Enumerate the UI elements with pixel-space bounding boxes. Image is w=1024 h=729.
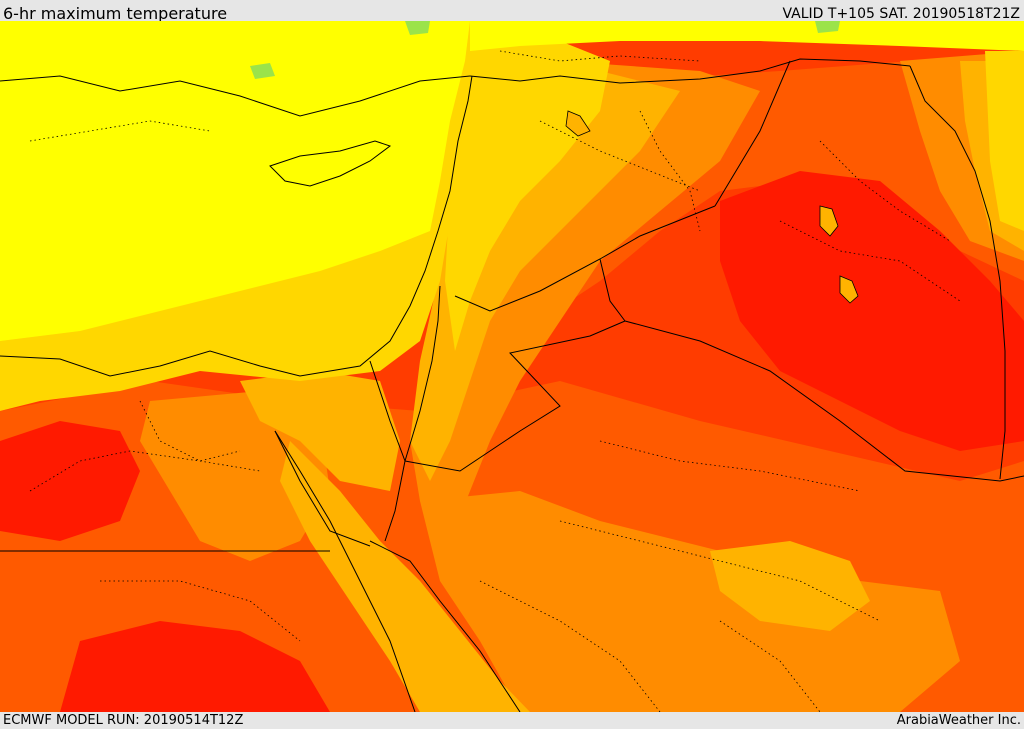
coastline-redsea-west bbox=[274, 430, 416, 712]
field-green-patch-1 bbox=[405, 21, 430, 35]
field-amber-arabia-patch bbox=[710, 541, 870, 631]
coastline-redsea-east bbox=[369, 540, 521, 712]
field-green-patch-2 bbox=[250, 63, 275, 79]
model-run-label: ECMWF MODEL RUN: 20190514T12Z bbox=[3, 713, 244, 728]
coastline-mediterranean bbox=[0, 75, 473, 377]
border-jordan-saudi bbox=[404, 258, 626, 472]
field-orange-arabia bbox=[420, 491, 960, 712]
coastline-cyprus bbox=[269, 140, 392, 187]
footer-bar: ECMWF MODEL RUN: 20190514T12Z ArabiaWeat… bbox=[0, 712, 1024, 729]
map-title: 6-hr maximum temperature bbox=[3, 4, 228, 21]
border-turkey-syria bbox=[469, 58, 911, 84]
field-gold-northeast bbox=[985, 51, 1024, 231]
border-egypt-israel bbox=[369, 360, 406, 462]
field-green-patch-3 bbox=[815, 21, 840, 33]
border-jordan-river bbox=[404, 285, 441, 462]
field-red-mesopotamia bbox=[720, 171, 1024, 451]
coastline-turkey bbox=[0, 75, 471, 117]
field-amber-sinai bbox=[240, 371, 400, 491]
field-amber-redsea bbox=[280, 441, 530, 712]
inland-water bbox=[565, 110, 859, 304]
temperature-map[interactable] bbox=[0, 21, 1024, 712]
field-yellow-north-strip bbox=[470, 21, 1024, 51]
map-boundaries bbox=[0, 58, 1024, 712]
field-red-sudan bbox=[60, 621, 330, 712]
admin-boundaries bbox=[29, 50, 961, 712]
border-iraq-iran bbox=[909, 65, 1006, 480]
border-syria-iraq bbox=[714, 60, 791, 207]
credit-label: ArabiaWeather Inc. bbox=[896, 713, 1021, 728]
field-orange-nile bbox=[140, 391, 330, 561]
field-yellow-sea bbox=[0, 21, 470, 341]
field-red-egypt bbox=[0, 421, 140, 541]
valid-time-label: VALID T+105 SAT. 20190518T21Z bbox=[782, 6, 1020, 21]
map-canvas bbox=[0, 21, 1024, 712]
header-bar: 6-hr maximum temperature VALID T+105 SAT… bbox=[0, 0, 1024, 21]
border-jordan-iraq-saudi bbox=[454, 205, 716, 312]
coastline-gulf-aqaba bbox=[384, 460, 406, 542]
border-iraq-saudi bbox=[624, 320, 1024, 482]
coastline-gulf-suez bbox=[274, 430, 371, 547]
